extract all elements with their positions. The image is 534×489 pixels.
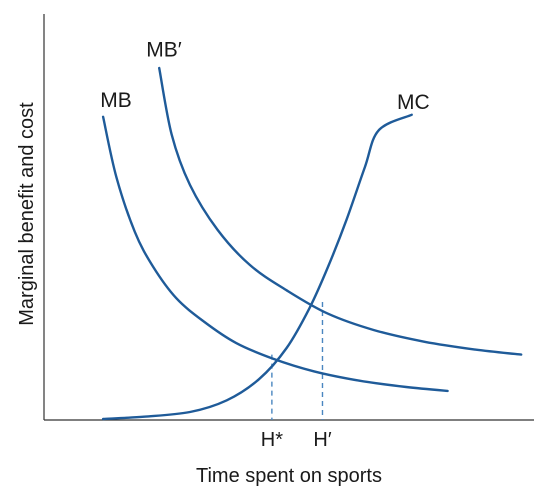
curve-mb-prime bbox=[158, 66, 523, 356]
curve-label-mb-prime: MB′ bbox=[146, 38, 182, 61]
curves bbox=[101, 66, 523, 421]
curve-label-mb: MB bbox=[100, 89, 132, 112]
x-tick-label-1: H′ bbox=[313, 429, 331, 451]
axes bbox=[43, 14, 534, 421]
curve-mc bbox=[101, 113, 413, 421]
y-axis-label: Marginal benefit and cost bbox=[16, 102, 38, 326]
x-tick-labels: H* H′ bbox=[261, 429, 332, 451]
x-axis-label: Time spent on sports bbox=[196, 465, 382, 487]
curve-label-mc: MC bbox=[397, 91, 430, 114]
curve-mb bbox=[101, 115, 449, 393]
x-tick-label-0: H* bbox=[261, 429, 283, 451]
curve-labels: MB MB′ MC bbox=[100, 38, 429, 114]
